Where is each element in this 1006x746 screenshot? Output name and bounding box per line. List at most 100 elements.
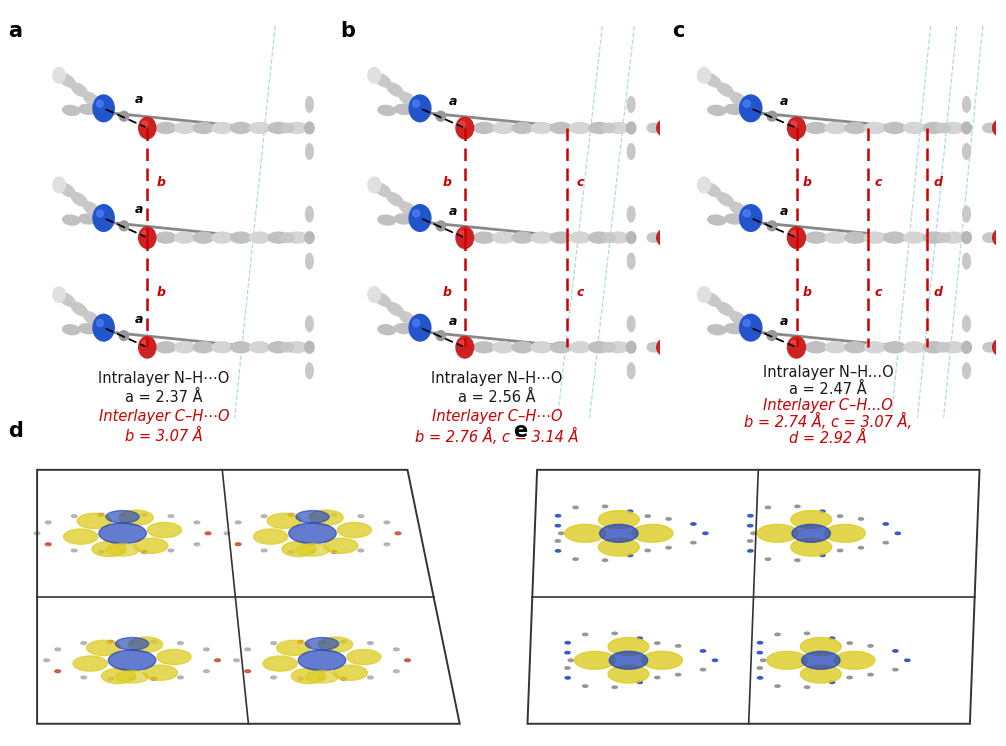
Ellipse shape (558, 532, 563, 535)
Text: Interlayer C–H⋯O: Interlayer C–H⋯O (432, 410, 562, 424)
Ellipse shape (637, 681, 643, 683)
Ellipse shape (59, 184, 75, 197)
Ellipse shape (767, 651, 808, 669)
Ellipse shape (277, 640, 311, 656)
Text: c: c (576, 286, 584, 299)
Ellipse shape (704, 293, 721, 307)
Ellipse shape (564, 524, 606, 542)
Ellipse shape (460, 122, 465, 127)
Ellipse shape (582, 685, 588, 687)
Ellipse shape (569, 232, 591, 243)
Ellipse shape (116, 638, 149, 650)
Ellipse shape (864, 342, 885, 353)
Ellipse shape (249, 122, 270, 134)
Ellipse shape (766, 558, 771, 560)
Text: Interlayer C–H...O: Interlayer C–H...O (764, 398, 892, 413)
Ellipse shape (119, 330, 129, 340)
Ellipse shape (45, 521, 51, 524)
Ellipse shape (743, 319, 750, 327)
Ellipse shape (767, 111, 777, 121)
Ellipse shape (230, 232, 250, 243)
Ellipse shape (820, 510, 825, 513)
Ellipse shape (456, 336, 474, 358)
Ellipse shape (298, 650, 346, 671)
Ellipse shape (708, 105, 725, 116)
Ellipse shape (767, 221, 777, 231)
Ellipse shape (59, 74, 75, 87)
Ellipse shape (212, 122, 232, 134)
Ellipse shape (608, 342, 629, 353)
Ellipse shape (708, 325, 725, 335)
Ellipse shape (412, 210, 420, 217)
Ellipse shape (983, 233, 996, 242)
Text: a: a (449, 315, 457, 327)
Ellipse shape (156, 232, 176, 243)
Ellipse shape (904, 659, 910, 662)
Ellipse shape (937, 342, 950, 352)
Ellipse shape (937, 233, 950, 242)
Text: a: a (781, 315, 789, 327)
Ellipse shape (589, 122, 610, 134)
Ellipse shape (341, 640, 346, 643)
Ellipse shape (717, 302, 733, 316)
Ellipse shape (409, 314, 431, 341)
Ellipse shape (637, 637, 643, 639)
Ellipse shape (628, 96, 635, 112)
Text: Intralayer N–H⋯O: Intralayer N–H⋯O (432, 372, 562, 386)
Ellipse shape (892, 650, 898, 652)
Ellipse shape (963, 316, 971, 331)
Ellipse shape (704, 74, 721, 87)
Ellipse shape (739, 95, 762, 122)
Ellipse shape (141, 551, 147, 554)
Ellipse shape (758, 677, 763, 679)
Text: Intralayer N–H⋯O: Intralayer N–H⋯O (99, 372, 229, 386)
Ellipse shape (569, 342, 591, 353)
Ellipse shape (724, 104, 742, 114)
Ellipse shape (436, 111, 446, 121)
Ellipse shape (599, 510, 639, 528)
Ellipse shape (627, 232, 636, 243)
Ellipse shape (805, 686, 810, 689)
Ellipse shape (628, 206, 635, 222)
Ellipse shape (157, 650, 191, 665)
Ellipse shape (203, 670, 209, 673)
Text: b: b (443, 176, 452, 189)
Ellipse shape (168, 515, 174, 518)
Text: d: d (934, 176, 943, 189)
Ellipse shape (993, 339, 1006, 355)
Ellipse shape (203, 648, 209, 651)
Ellipse shape (282, 123, 294, 133)
Ellipse shape (399, 93, 415, 106)
Ellipse shape (837, 515, 843, 517)
Ellipse shape (474, 122, 494, 134)
Ellipse shape (739, 204, 762, 231)
Ellipse shape (83, 312, 100, 325)
Ellipse shape (825, 342, 846, 353)
Ellipse shape (820, 554, 825, 557)
Ellipse shape (704, 184, 721, 197)
Ellipse shape (775, 633, 781, 636)
Text: b: b (340, 21, 355, 41)
Ellipse shape (868, 645, 873, 648)
Ellipse shape (374, 184, 390, 197)
Ellipse shape (805, 632, 810, 635)
Ellipse shape (97, 100, 104, 107)
Ellipse shape (129, 677, 135, 680)
Ellipse shape (99, 513, 104, 516)
Ellipse shape (108, 640, 114, 643)
Ellipse shape (141, 513, 147, 516)
Ellipse shape (758, 642, 763, 644)
Ellipse shape (151, 640, 157, 643)
Ellipse shape (142, 122, 148, 127)
Ellipse shape (884, 122, 905, 134)
Ellipse shape (829, 637, 835, 639)
Ellipse shape (393, 648, 399, 651)
Ellipse shape (337, 522, 371, 538)
Ellipse shape (883, 523, 888, 525)
Ellipse shape (71, 83, 88, 96)
Ellipse shape (325, 342, 337, 352)
Ellipse shape (263, 656, 297, 671)
Ellipse shape (628, 363, 635, 379)
Ellipse shape (412, 319, 420, 327)
Ellipse shape (244, 670, 250, 673)
